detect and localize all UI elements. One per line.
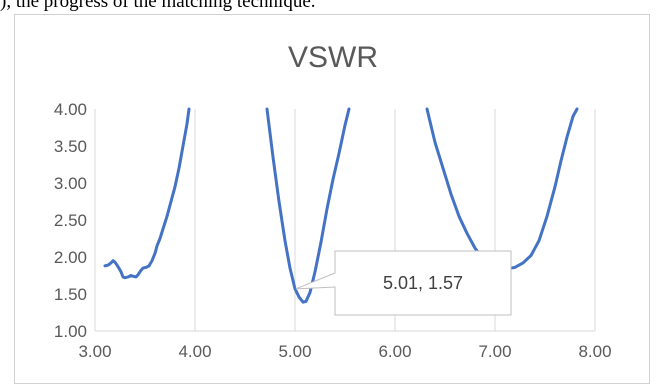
x-tick-label: 5.00: [278, 342, 311, 361]
tick-labels: 3.00 4.00 5.00 6.00 7.00 8.00 1.00 1.50 2.00 2.50…: [54, 100, 612, 361]
y-tick-label: 2.00: [54, 248, 87, 267]
y-tick-label: 2.50: [54, 211, 87, 230]
data-callouts: 5.01, 1.57: [295, 250, 512, 316]
vswr-chart: VSWR 3.00 4.00 5.00 6.00 7.00 8.00 1.00 1.50 2.0…: [54, 41, 612, 361]
y-tick-label: 4.00: [54, 100, 87, 119]
x-tick-label: 6.00: [378, 342, 411, 361]
chart-title: VSWR: [288, 41, 378, 74]
grid-lines: [94, 109, 596, 331]
x-tick-label: 3.00: [78, 342, 111, 361]
series-line-1: [103, 107, 191, 280]
x-tick-label: 7.00: [478, 342, 511, 361]
callout-label: 5.01, 1.57: [383, 273, 463, 293]
x-tick-label: 8.00: [578, 342, 611, 361]
series-line-2: [265, 107, 351, 304]
callout-box: [295, 250, 512, 316]
series-line-3: [425, 107, 579, 271]
y-tick-label: 1.50: [54, 285, 87, 304]
page-caption-fragment: ), the progress of the matching techniqu…: [0, 0, 316, 12]
x-tick-label: 4.00: [178, 342, 211, 361]
y-tick-label: 3.00: [54, 174, 87, 193]
chart-area: VSWR 3.00 4.00 5.00 6.00 7.00 8.00 1.00 1.50 2.0…: [14, 14, 650, 384]
y-tick-label: 1.00: [54, 322, 87, 341]
y-tick-label: 3.50: [54, 137, 87, 156]
